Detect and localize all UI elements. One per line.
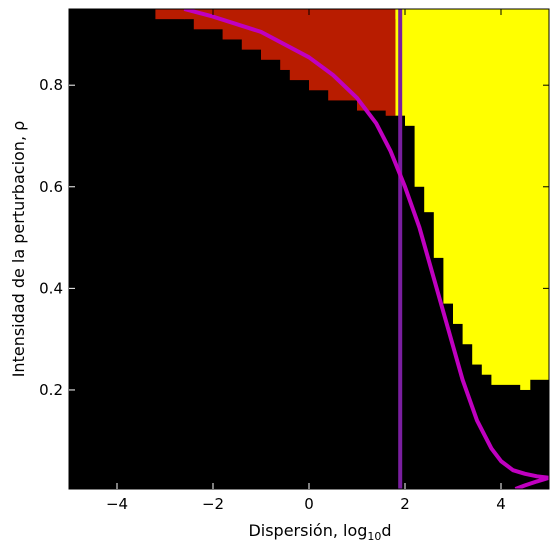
- red-region-block: [385, 9, 396, 116]
- yellow-region-block: [424, 9, 435, 213]
- y-axis-label: Intensidad de la perturbacion, ρ: [9, 121, 28, 378]
- x-axis-label-main: Dispersión, log: [248, 521, 367, 540]
- red-region-block: [309, 9, 329, 91]
- yellow-region-block: [529, 9, 549, 380]
- y-tick-label: 0.4: [39, 279, 63, 297]
- yellow-region-block: [472, 9, 483, 365]
- yellow-region-block: [443, 9, 454, 304]
- yellow-region-notch: [395, 9, 401, 20]
- x-tick-label: 0: [304, 495, 314, 513]
- red-region-block: [184, 9, 195, 20]
- y-tick-label: 0.2: [39, 381, 63, 399]
- yellow-region-block: [433, 9, 444, 258]
- yellow-region-block: [453, 9, 464, 324]
- yellow-region-block: [481, 9, 492, 375]
- red-region-block: [280, 9, 291, 70]
- x-tick-label: −2: [202, 495, 224, 513]
- yellow-region-block: [414, 9, 425, 187]
- x-axis-label-sub: 10: [367, 530, 381, 543]
- red-region-block: [289, 9, 310, 81]
- yellow-region-block: [405, 9, 416, 126]
- red-region-block: [357, 9, 387, 111]
- x-axis-label: Dispersión, log10d: [248, 521, 391, 543]
- yellow-region-block: [491, 9, 521, 385]
- x-axis-label-suffix: d: [381, 521, 391, 540]
- yellow-region-block: [520, 9, 531, 390]
- x-tick-label: 4: [496, 495, 506, 513]
- red-region-block: [261, 9, 281, 60]
- y-tick-label: 0.6: [39, 178, 63, 196]
- x-tick-label: −4: [106, 495, 128, 513]
- y-tick-label: 0.8: [39, 76, 63, 94]
- yellow-region-block: [462, 9, 473, 345]
- red-region-block: [155, 9, 185, 20]
- magenta-curve: [183, 9, 549, 489]
- x-tick-label: 2: [400, 495, 410, 513]
